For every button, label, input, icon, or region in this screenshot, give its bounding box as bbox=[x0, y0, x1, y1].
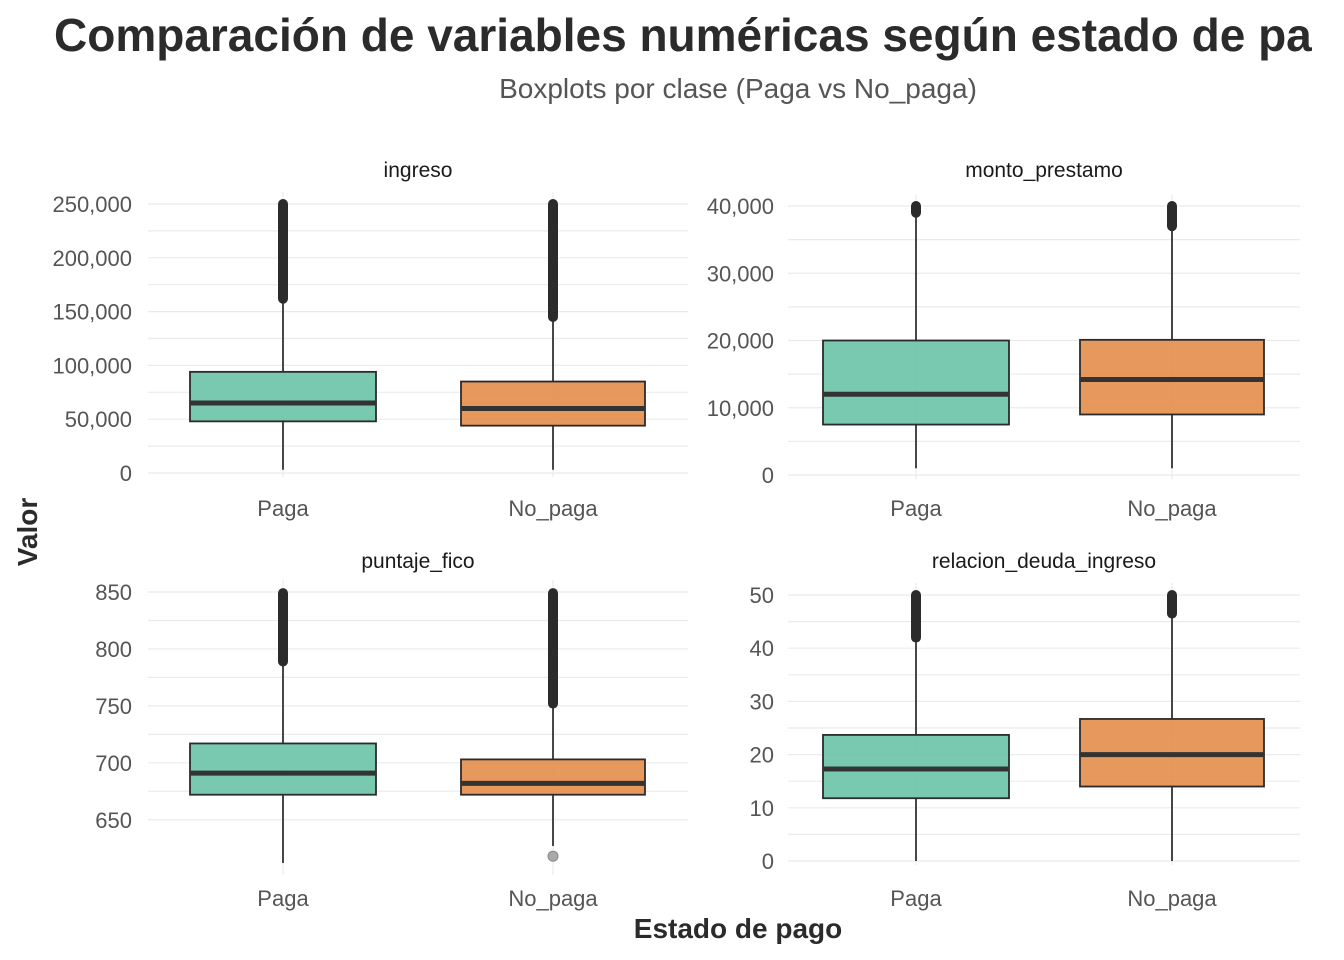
y-tick-label: 20 bbox=[750, 743, 774, 768]
box-No_paga bbox=[1079, 201, 1265, 469]
box-iqr bbox=[189, 742, 377, 796]
panel-title: puntaje_fico bbox=[361, 550, 474, 573]
y-tick-label: 30,000 bbox=[707, 261, 774, 286]
panel-title: monto_prestamo bbox=[965, 159, 1123, 182]
x-tick-label: Paga bbox=[890, 496, 942, 521]
box-Paga bbox=[189, 199, 377, 470]
chart-subtitle: Boxplots por clase (Paga vs No_paga) bbox=[499, 73, 977, 104]
box-iqr bbox=[460, 758, 646, 796]
x-tick-label: Paga bbox=[890, 886, 942, 911]
x-tick-label: No_paga bbox=[1127, 886, 1217, 911]
box-No_paga bbox=[460, 588, 646, 862]
x-tick-label: No_paga bbox=[508, 886, 598, 911]
y-tick-label: 20,000 bbox=[707, 329, 774, 354]
box-iqr bbox=[822, 339, 1010, 426]
y-tick-label: 0 bbox=[762, 463, 774, 488]
x-tick-label: No_paga bbox=[1127, 496, 1217, 521]
panel-relacion_deuda_ingreso: 0 10 20 30 40 50 relacion_deuda_ingreso Paga No_… bbox=[750, 550, 1300, 911]
panel-title: relacion_deuda_ingreso bbox=[932, 550, 1156, 573]
y-tick-label: 650 bbox=[95, 808, 132, 833]
y-tick-label: 800 bbox=[95, 637, 132, 662]
panel-ingreso: 0 50,000 100,000 150,000 200,000 250,000 ingre… bbox=[52, 159, 688, 521]
outlier-point bbox=[547, 850, 559, 862]
box-Paga bbox=[189, 588, 377, 864]
y-tick-label: 700 bbox=[95, 751, 132, 776]
x-tick-label: Paga bbox=[257, 496, 309, 521]
y-tick-label: 100,000 bbox=[52, 353, 132, 378]
box-No_paga bbox=[460, 199, 646, 470]
y-tick-label: 40 bbox=[750, 636, 774, 661]
box-No_paga bbox=[1079, 590, 1265, 861]
y-tick-label: 50,000 bbox=[65, 407, 132, 432]
box-Paga bbox=[822, 590, 1010, 861]
panel-monto_prestamo: 0 10,000 20,000 30,000 40,000 monto_prestamo P… bbox=[707, 159, 1300, 521]
box-iqr bbox=[460, 380, 646, 427]
y-tick-label: 250,000 bbox=[52, 192, 132, 217]
y-tick-label: 200,000 bbox=[52, 246, 132, 271]
box-Paga bbox=[822, 201, 1010, 469]
y-tick-label: 40,000 bbox=[707, 194, 774, 219]
y-tick-label: 50 bbox=[750, 583, 774, 608]
x-tick-label: No_paga bbox=[508, 496, 598, 521]
y-tick-label: 0 bbox=[762, 849, 774, 874]
y-tick-label: 750 bbox=[95, 694, 132, 719]
y-tick-label: 0 bbox=[120, 461, 132, 486]
box-iqr bbox=[189, 370, 377, 423]
panel-puntaje_fico: 650 700 750 800 850 puntaje_fico Paga No_paga bbox=[95, 550, 688, 911]
x-axis-label: Estado de pago bbox=[633, 913, 843, 944]
chart-title: Comparación de variables numéricas según… bbox=[54, 9, 1312, 61]
y-tick-label: 30 bbox=[750, 689, 774, 714]
x-tick-label: Paga bbox=[257, 886, 309, 911]
y-tick-label: 10,000 bbox=[707, 396, 774, 421]
y-tick-label: 10 bbox=[750, 796, 774, 821]
panel-title: ingreso bbox=[384, 159, 453, 182]
y-tick-label: 150,000 bbox=[52, 300, 132, 325]
y-tick-label: 850 bbox=[95, 580, 132, 605]
